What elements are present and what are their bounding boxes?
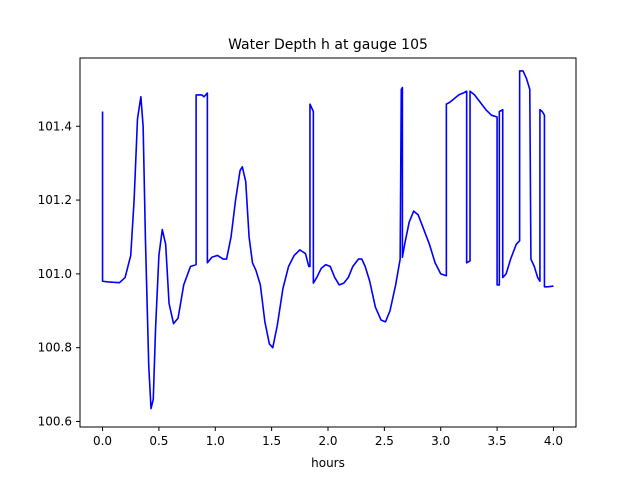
x-tick-label: 1.5: [262, 434, 281, 448]
x-tick-label: 0.0: [93, 434, 112, 448]
x-tick-label: 1.0: [206, 434, 225, 448]
y-tick-label: 101.2: [38, 193, 72, 207]
series-line-0: [101, 70, 554, 410]
x-tick-label: 0.5: [149, 434, 168, 448]
y-tick-label: 101.4: [38, 119, 72, 133]
plot-content: [101, 70, 554, 410]
x-tick-label: 3.0: [431, 434, 450, 448]
y-tick-label: 101.0: [38, 267, 72, 281]
y-axis-ticks: 100.6 100.8 101.0 101.2 101.4: [38, 119, 80, 428]
x-axis-label: hours: [311, 456, 345, 470]
x-tick-label: 2.5: [375, 434, 394, 448]
x-tick-label: 3.5: [488, 434, 507, 448]
x-tick-label: 2.0: [318, 434, 337, 448]
x-axis-ticks: 0.0 0.5 1.0 1.5 2.0 2.5 3.0 3.5 4.0: [93, 427, 563, 448]
x-tick-label: 4.0: [544, 434, 563, 448]
y-tick-label: 100.6: [38, 414, 72, 428]
chart-title: Water Depth h at gauge 105: [228, 37, 428, 53]
y-tick-label: 100.8: [38, 341, 72, 355]
